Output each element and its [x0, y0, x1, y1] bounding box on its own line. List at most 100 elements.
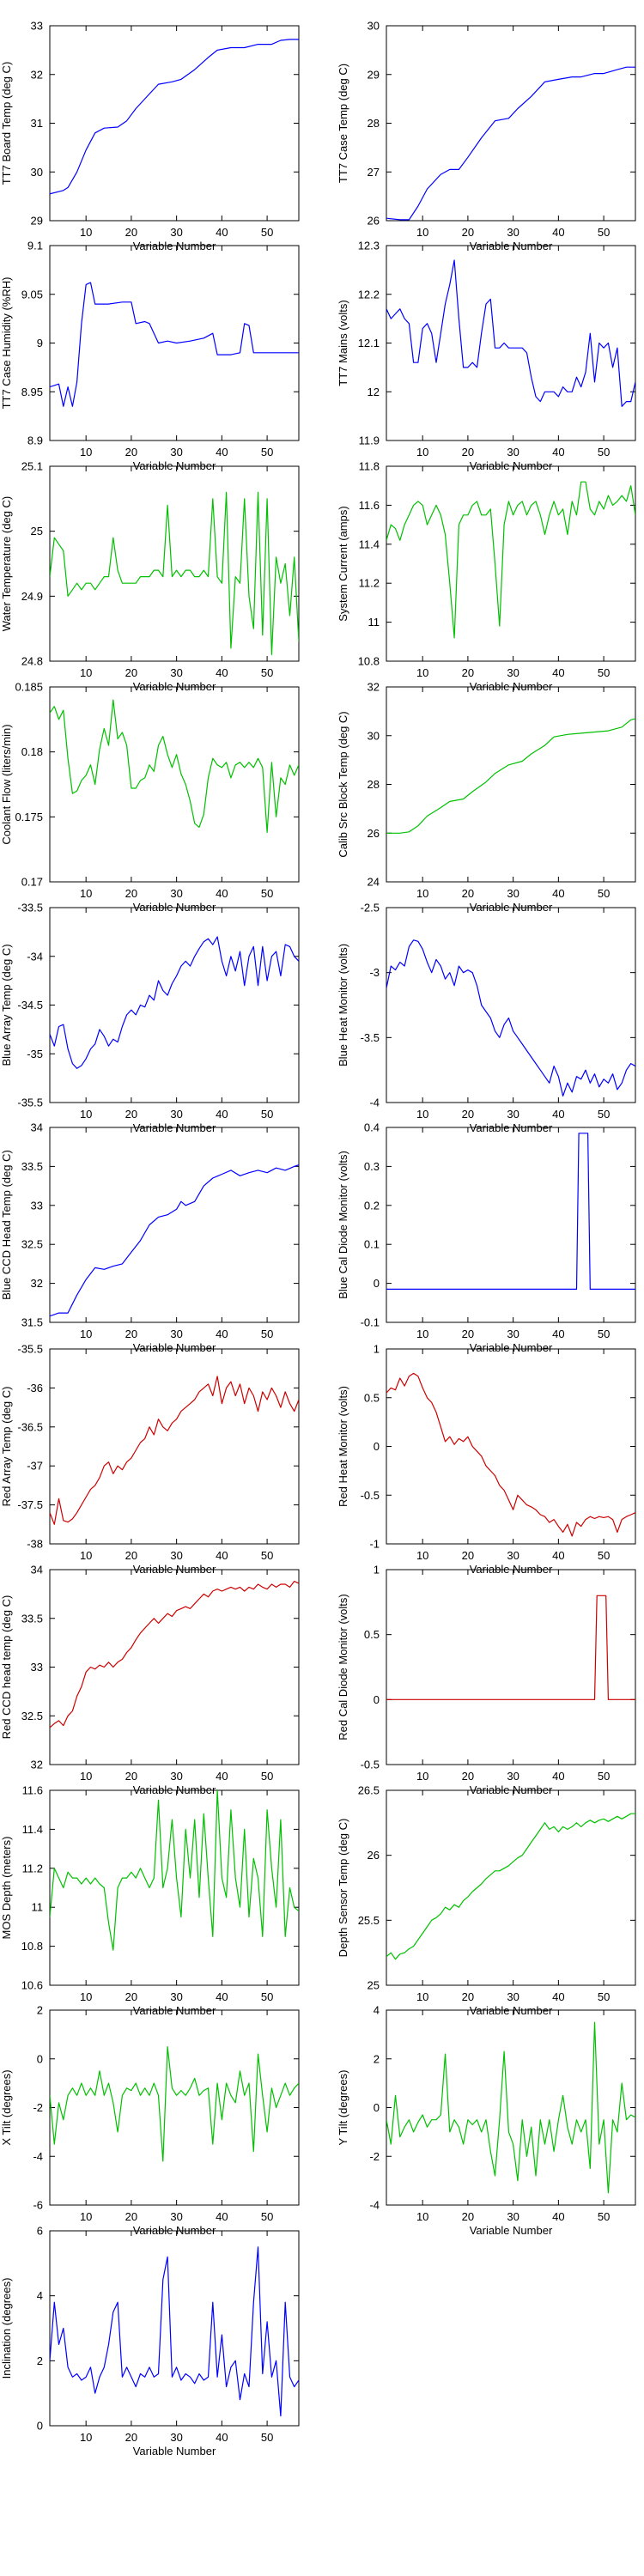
x-tick-label: 20 — [125, 1990, 137, 2003]
y-tick-label: 0.2 — [364, 1199, 380, 1212]
y-tick-label: -36 — [27, 1382, 43, 1394]
y-tick-label: 27 — [368, 166, 380, 179]
y-tick-label: 12.2 — [358, 288, 380, 301]
y-axis-label: TT7 Board Temp (deg C) — [0, 62, 13, 185]
x-tick-label: 10 — [416, 1770, 428, 1783]
x-tick-label: 40 — [216, 2431, 228, 2444]
series-line — [50, 1376, 299, 1525]
x-tick-label: 50 — [261, 2431, 273, 2444]
plot-frame — [49, 1789, 300, 1986]
x-tick-label: 30 — [507, 887, 519, 900]
x-axis-label: Variable Number — [133, 1341, 216, 1354]
y-tick-label: 11.2 — [359, 577, 380, 590]
y-tick-label: 4 — [374, 2004, 380, 2017]
x-tick-label: 20 — [462, 887, 474, 900]
y-tick-label: 28 — [368, 117, 380, 130]
y-tick-label: 30 — [368, 20, 380, 33]
x-tick-label: 30 — [507, 1770, 519, 1783]
y-axis-label: Blue Array Temp (deg C) — [0, 944, 13, 1066]
x-tick-label: 30 — [507, 666, 519, 679]
x-axis-label: Variable Number — [470, 2224, 553, 2237]
series-line — [386, 66, 635, 221]
y-axis-label: Red Array Temp (deg C) — [0, 1387, 13, 1507]
y-tick-label: 0 — [374, 1277, 380, 1290]
x-tick-label: 40 — [552, 887, 564, 900]
x-tick-label: 20 — [462, 2210, 474, 2223]
series-line — [386, 259, 635, 407]
y-axis-label: Coolant Flow (liters/min) — [0, 724, 13, 844]
x-tick-label: 10 — [80, 1770, 92, 1783]
y-tick-label: 32 — [368, 681, 380, 694]
y-tick-label: 12 — [368, 386, 380, 398]
y-axis-label: Y Tilt (degrees) — [337, 2070, 349, 2146]
x-tick-label: 10 — [80, 1108, 92, 1121]
x-tick-label: 10 — [80, 2210, 92, 2223]
y-tick-label: 0 — [37, 2420, 43, 2433]
x-tick-label: 20 — [125, 1108, 137, 1121]
series-line — [50, 936, 299, 1069]
plot-frame — [386, 25, 636, 222]
x-tick-label: 30 — [170, 1327, 182, 1340]
x-tick-label: 30 — [507, 1990, 519, 2003]
x-tick-label: 10 — [80, 1549, 92, 1562]
x-tick-label: 40 — [216, 1990, 228, 2003]
series-line — [50, 1580, 299, 1728]
x-tick-label: 40 — [552, 1108, 564, 1121]
x-tick-label: 50 — [598, 226, 610, 239]
y-tick-label: -3.5 — [361, 1031, 380, 1044]
x-tick-label: 20 — [125, 1770, 137, 1783]
y-tick-label: 0.3 — [364, 1160, 380, 1173]
x-tick-label: 50 — [598, 1108, 610, 1121]
y-tick-label: 2 — [37, 2004, 43, 2017]
y-axis-label: Red Cal Diode Monitor (volts) — [337, 1594, 349, 1741]
y-tick-label: -35 — [27, 1048, 43, 1060]
y-tick-label: -2 — [369, 2150, 380, 2163]
y-tick-label: 0 — [37, 2052, 43, 2065]
x-tick-label: 30 — [507, 1549, 519, 1562]
y-tick-label: -37.5 — [17, 1498, 43, 1511]
x-tick-label: 30 — [507, 2210, 519, 2223]
x-tick-label: 50 — [598, 1990, 610, 2003]
x-tick-label: 40 — [216, 1108, 228, 1121]
y-axis-label: TT7 Mains (volts) — [337, 300, 349, 386]
series-line — [50, 39, 299, 195]
y-tick-label: 26 — [368, 215, 380, 228]
y-tick-label: 30 — [368, 729, 380, 742]
y-axis-label: Blue CCD Head Temp (deg C) — [0, 1150, 13, 1300]
y-tick-label: 11.6 — [22, 1784, 43, 1797]
series-line — [386, 939, 635, 1097]
y-tick-label: 10.8 — [358, 655, 380, 668]
x-tick-label: 10 — [416, 666, 428, 679]
y-tick-label: 9 — [37, 337, 43, 349]
chart-17: 10 20 30 40 5010.610.81111.211.411.6Variable… — [0, 1784, 300, 2017]
x-tick-label: 50 — [261, 1990, 273, 2003]
x-tick-label: 20 — [125, 1327, 137, 1340]
x-tick-label: 40 — [216, 666, 228, 679]
y-tick-label: 32.5 — [21, 1710, 43, 1722]
x-tick-label: 40 — [552, 1327, 564, 1340]
y-tick-label: 29 — [368, 68, 380, 81]
x-tick-label: 40 — [216, 226, 228, 239]
y-tick-label: 6 — [37, 2225, 43, 2238]
y-tick-label: 12.1 — [358, 337, 380, 349]
y-tick-label: 25.5 — [358, 1914, 380, 1927]
x-tick-label: 50 — [261, 2210, 273, 2223]
x-tick-label: 40 — [552, 2210, 564, 2223]
y-tick-label: -2 — [33, 2101, 43, 2114]
y-axis-label: TT7 Case Temp (deg C) — [337, 64, 349, 183]
x-tick-label: 30 — [507, 226, 519, 239]
plot-frame — [49, 465, 300, 662]
y-tick-label: -34 — [27, 950, 43, 963]
x-tick-label: 50 — [261, 666, 273, 679]
x-tick-label: 20 — [125, 666, 137, 679]
x-tick-label: 10 — [416, 1549, 428, 1562]
plot-frame — [49, 1348, 300, 1545]
series-line — [386, 481, 635, 639]
y-tick-label: -0.1 — [361, 1316, 380, 1329]
